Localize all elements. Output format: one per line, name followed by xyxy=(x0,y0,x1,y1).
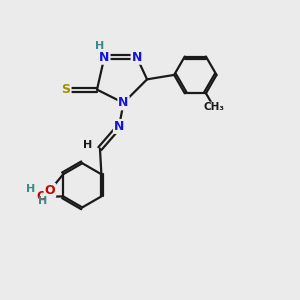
Text: H: H xyxy=(26,184,35,194)
Text: H: H xyxy=(83,140,92,150)
Text: H: H xyxy=(95,41,105,51)
Text: S: S xyxy=(61,83,70,96)
Text: N: N xyxy=(99,51,110,64)
Text: N: N xyxy=(114,120,124,133)
Text: H: H xyxy=(38,196,47,206)
Text: O: O xyxy=(45,184,55,197)
Text: N: N xyxy=(132,51,142,64)
Text: CH₃: CH₃ xyxy=(203,102,224,112)
Text: O: O xyxy=(37,190,47,203)
Text: N: N xyxy=(118,96,129,110)
